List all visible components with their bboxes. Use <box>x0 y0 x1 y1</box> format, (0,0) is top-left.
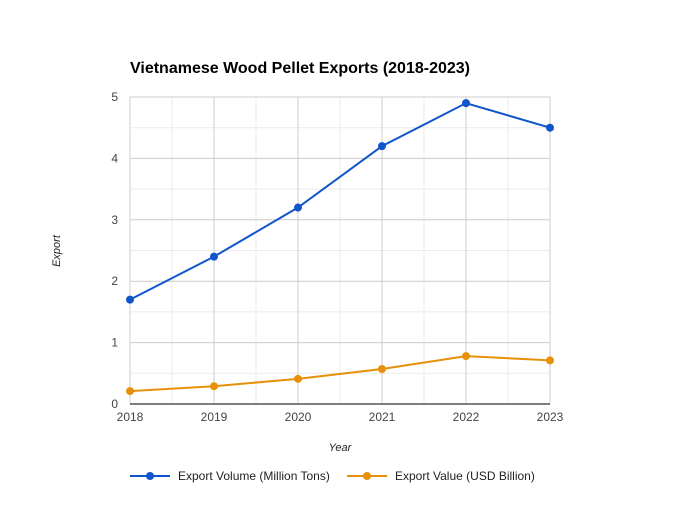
data-point <box>378 365 386 374</box>
x-tick-label: 2020 <box>285 410 312 424</box>
series-line-0 <box>129 102 551 301</box>
data-point <box>462 99 470 108</box>
y-tick-label: 3 <box>111 213 118 227</box>
legend-marker <box>363 472 371 480</box>
data-point <box>126 295 134 304</box>
data-point <box>294 203 302 212</box>
data-point <box>210 252 218 261</box>
data-point <box>126 387 134 396</box>
y-tick-label: 0 <box>111 397 118 411</box>
x-tick-label: 2019 <box>201 410 228 424</box>
chart-title: Vietnamese Wood Pellet Exports (2018-202… <box>130 60 470 77</box>
x-tick-label: 2022 <box>453 410 480 424</box>
data-point <box>462 352 470 361</box>
data-point <box>378 142 386 151</box>
x-tick-label: 2021 <box>369 410 396 424</box>
y-tick-label: 2 <box>111 274 118 288</box>
x-tick-label: 2018 <box>117 410 144 424</box>
legend: Export Volume (Million Tons) Export Value… <box>130 469 535 483</box>
legend-label: Export Volume (Million Tons) <box>178 469 330 483</box>
legend-label: Export Value (USD Billion) <box>395 469 535 483</box>
series-line-1 <box>129 355 551 393</box>
data-point <box>210 382 218 391</box>
y-axis-label: Export <box>51 234 63 267</box>
data-point <box>546 356 554 365</box>
y-tick-label: 1 <box>111 336 118 350</box>
gridlines <box>129 96 551 405</box>
data-point <box>294 374 302 383</box>
y-tick-label: 4 <box>111 151 118 165</box>
legend-marker <box>146 472 154 480</box>
tick-labels: 0 1 2 3 4 5 2018 2019 2020 2021 2022 2023 <box>111 90 563 424</box>
x-tick-label: 2023 <box>537 410 564 424</box>
data-point <box>546 123 554 132</box>
series-lines <box>126 99 554 396</box>
y-tick-label: 5 <box>111 90 118 104</box>
x-axis-label: Year <box>329 442 353 454</box>
